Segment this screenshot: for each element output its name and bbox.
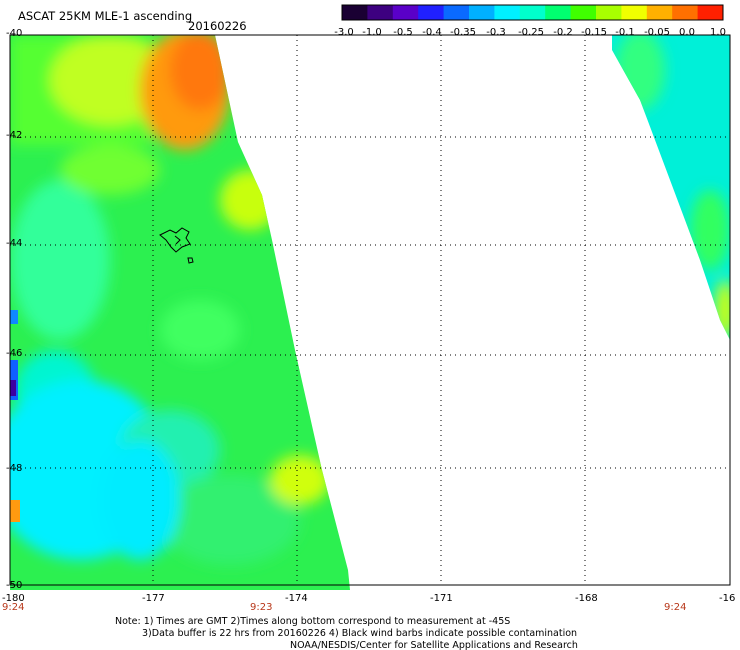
colorbar-segment: [646, 5, 673, 20]
lat-label: -50: [6, 580, 22, 591]
colorbar-segment: [469, 5, 495, 20]
lat-label: -40: [6, 28, 22, 39]
colorbar-segment: [570, 5, 597, 20]
colorbar-segment: [672, 5, 699, 20]
lon-label: -177: [142, 593, 165, 604]
colorbar-tick-label: -0.05: [644, 27, 670, 38]
colorbar-tick-label: -0.3: [486, 27, 506, 38]
time-label: 9:24: [2, 602, 24, 613]
lat-label: -44: [6, 238, 22, 249]
lon-label: -180: [2, 593, 25, 604]
lon-label: -174: [285, 593, 308, 604]
note-line-1: Note: 1) Times are GMT 2)Times along bot…: [115, 616, 510, 627]
map-title: ASCAT 25KM MLE-1 ascending: [18, 9, 192, 23]
colorbar-segment: [367, 5, 394, 20]
colorbar-tick-label: -1.0: [362, 27, 382, 38]
right-swath: [612, 35, 730, 340]
lat-label: -42: [6, 130, 22, 141]
colorbar-tick-label: -0.4: [422, 27, 442, 38]
note-line-3: NOAA/NESDIS/Center for Satellite Applica…: [290, 640, 578, 650]
colorbar-segment: [342, 5, 368, 20]
lat-label: -46: [6, 348, 22, 359]
colorbar-segment: [545, 5, 572, 20]
lat-label: -48: [6, 463, 22, 474]
time-label: 9:23: [250, 602, 272, 613]
colorbar-frame: [341, 4, 724, 21]
colorbar-segment: [443, 5, 470, 20]
time-label: 9:24: [664, 602, 686, 613]
colorbar-segment: [392, 5, 419, 20]
lon-label: -171: [430, 593, 453, 604]
colorbar: [341, 4, 724, 21]
grid-lines: [10, 35, 730, 585]
latitude-labels: -40 -42 -44 -46 -48 -50: [6, 28, 22, 591]
colorbar-tick-label: 0.0: [679, 27, 695, 38]
longitude-labels: -180 -177 -174 -171 -168 -16: [2, 593, 735, 604]
colorbar-tick-label: -0.25: [518, 27, 544, 38]
colorbar-segment: [418, 5, 445, 20]
colorbar-segment: [519, 5, 546, 20]
chatham-islands-outline: [159, 227, 194, 264]
colorbar-tick-label: 1.0: [710, 27, 726, 38]
lon-label: -168: [575, 593, 598, 604]
colorbar-tick-label: -0.5: [393, 27, 413, 38]
colorbar-tick-label: -0.1: [615, 27, 635, 38]
colorbar-ticks: -3.0 -1.0 -0.5 -0.4 -0.35 -0.3 -0.25 -0.2 -0.15-…: [334, 27, 726, 38]
colorbar-tick-label: -0.15: [581, 27, 607, 38]
map-frame: [9, 34, 731, 586]
colorbar-tick-label: -3.0: [334, 27, 354, 38]
colorbar-segment: [596, 5, 622, 20]
colorbar-tick-label: -0.2: [553, 27, 573, 38]
colorbar-segment: [621, 5, 648, 20]
note-line-2: 3)Data buffer is 22 hrs from 20160226 4)…: [142, 628, 577, 639]
colorbar-segment: [494, 5, 521, 20]
colorbar-segment: [697, 5, 724, 20]
left-swath: [10, 35, 350, 590]
map-date: 20160226: [188, 19, 247, 33]
colorbar-tick-label: -0.35: [450, 27, 476, 38]
lon-label: -16: [719, 593, 735, 604]
time-labels: 9:24 9:23 9:24: [2, 602, 686, 613]
